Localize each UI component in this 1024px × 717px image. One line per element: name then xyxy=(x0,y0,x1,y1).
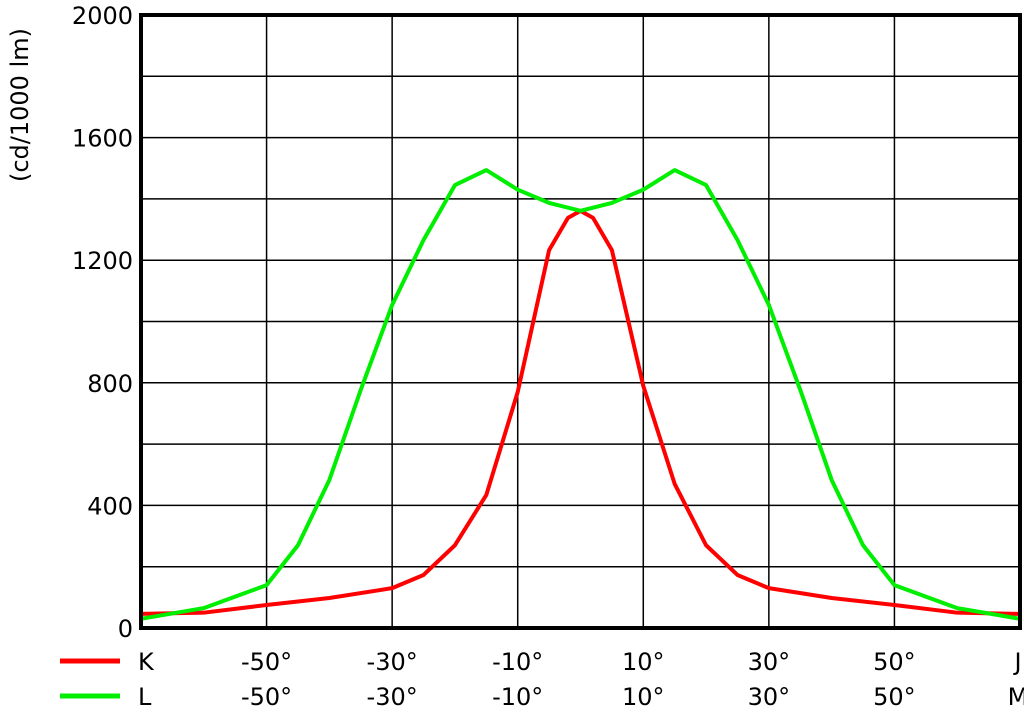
series-lines xyxy=(140,168,1021,621)
x-tick-label: -50° xyxy=(241,648,292,676)
y-tick-labels: 0 400 800 1200 1600 2000 xyxy=(72,2,133,643)
y-tick-label: 2000 xyxy=(72,2,133,30)
x-tick-label: M xyxy=(1008,683,1024,711)
x-tick-label: -10° xyxy=(492,648,543,676)
x-tick-label: 10° xyxy=(622,683,665,711)
x-axis-rows: K -50° -30° -10° 10° 30° 50° J L -50° -30° -10° 10° 3… xyxy=(60,648,1024,711)
x-tick-label: -30° xyxy=(367,683,418,711)
y-tick-label: 400 xyxy=(87,492,133,520)
grid xyxy=(141,15,1020,628)
x-tick-label: 30° xyxy=(748,683,791,711)
x-tick-label: -10° xyxy=(492,683,543,711)
series-line-L xyxy=(140,168,1021,621)
y-axis-label: (cd/1000 lm) xyxy=(6,28,34,182)
y-tick-label: 1200 xyxy=(72,247,133,275)
legend-label: K xyxy=(138,648,155,676)
x-tick-label: J xyxy=(1012,648,1021,676)
y-tick-label: 1600 xyxy=(72,125,133,153)
plot-frame xyxy=(139,13,1022,630)
x-tick-label: 50° xyxy=(873,683,916,711)
x-tick-label: 10° xyxy=(622,648,665,676)
x-tick-label: 50° xyxy=(873,648,916,676)
x-tick-label: 30° xyxy=(748,648,791,676)
series-line-K xyxy=(140,208,1021,616)
y-tick-label: 800 xyxy=(87,370,133,398)
legend-label: L xyxy=(138,683,152,711)
x-tick-label: -50° xyxy=(241,683,292,711)
y-tick-label: 0 xyxy=(118,615,133,643)
x-tick-label: -30° xyxy=(367,648,418,676)
